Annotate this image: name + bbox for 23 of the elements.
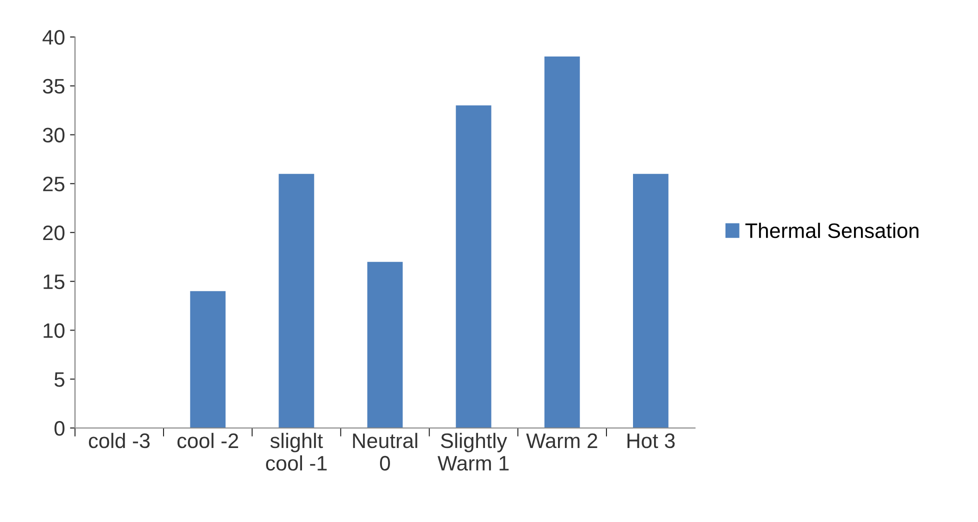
y-tick-label: 0: [54, 421, 64, 436]
bar: [544, 56, 580, 428]
legend-label: Thermal Sensation: [745, 222, 918, 238]
y-tick-label: 35: [42, 78, 64, 94]
y-tick-label: 40: [42, 30, 64, 45]
y-tick-label: 20: [43, 226, 64, 240]
x-tick-label: Warm 2: [526, 433, 598, 448]
y-tick-label: 5: [54, 372, 64, 387]
bar: [456, 105, 492, 428]
y-tick-label: 30: [42, 128, 64, 143]
bar: [190, 291, 226, 428]
y-tick-label: 10: [44, 323, 64, 338]
bar: [367, 262, 403, 428]
y-tick-label: 15: [44, 274, 64, 290]
x-tick-label: cold -3: [88, 432, 150, 448]
bar: [278, 174, 314, 428]
x-tick-label: cool -2: [177, 432, 238, 448]
x-tick-label: Hot 3: [628, 433, 675, 448]
bar: [633, 174, 668, 428]
x-tick-label: Slightly Warm 1: [438, 432, 509, 471]
x-tick-label: Neutral 0: [353, 432, 418, 471]
y-tick-label: 25: [43, 176, 64, 192]
x-tick-label: slighlt cool -1: [266, 432, 327, 471]
